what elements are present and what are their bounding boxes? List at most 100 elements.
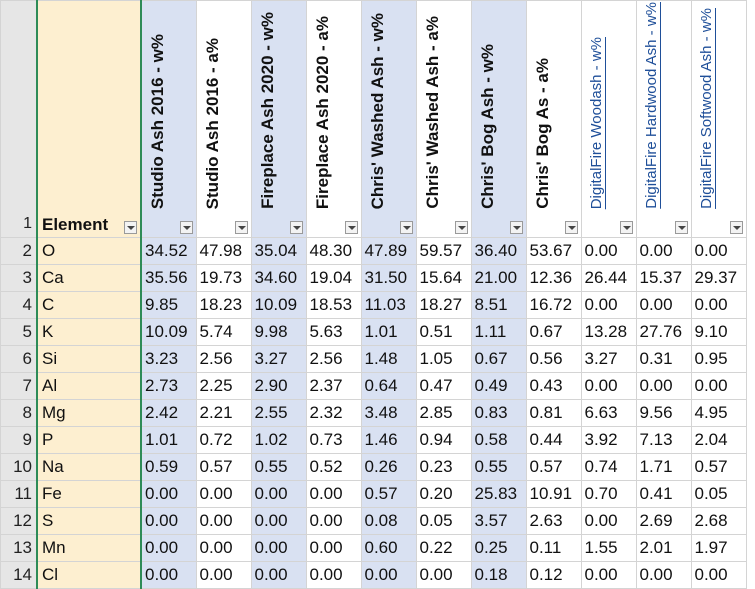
row-number[interactable]: 11 [0, 480, 38, 508]
value-cell[interactable]: 0.67 [470, 345, 527, 373]
value-cell[interactable]: 2.32 [305, 399, 362, 427]
value-cell[interactable]: 29.37 [690, 264, 747, 292]
value-cell[interactable]: 0.81 [525, 399, 582, 427]
value-cell[interactable]: 1.01 [140, 426, 197, 454]
element-cell[interactable]: C [36, 291, 142, 319]
value-cell[interactable]: 31.50 [360, 264, 417, 292]
element-cell[interactable]: Ca [36, 264, 142, 292]
value-cell[interactable]: 0.59 [140, 453, 197, 481]
value-cell[interactable]: 0.08 [360, 507, 417, 535]
value-cell[interactable]: 1.05 [415, 345, 472, 373]
value-cell[interactable]: 9.85 [140, 291, 197, 319]
value-cell[interactable]: 0.20 [415, 480, 472, 508]
filter-dropdown-icon[interactable] [509, 221, 523, 234]
value-cell[interactable]: 0.00 [195, 507, 252, 535]
value-cell[interactable]: 3.27 [250, 345, 307, 373]
column-header-6[interactable]: Chris' Bog Ash - w% [470, 0, 527, 238]
value-cell[interactable]: 0.00 [580, 372, 637, 400]
value-cell[interactable]: 0.74 [580, 453, 637, 481]
value-cell[interactable]: 15.37 [635, 264, 692, 292]
value-cell[interactable]: 0.05 [415, 507, 472, 535]
column-header-10[interactable]: DigitalFire Softwood Ash - w% [690, 0, 747, 238]
value-cell[interactable]: 0.64 [360, 372, 417, 400]
value-cell[interactable]: 5.74 [195, 318, 252, 346]
column-header-link[interactable]: DigitalFire Hardwood Ash - w% [642, 2, 660, 209]
value-cell[interactable]: 0.00 [580, 507, 637, 535]
value-cell[interactable]: 0.00 [140, 480, 197, 508]
value-cell[interactable]: 18.53 [305, 291, 362, 319]
filter-dropdown-icon[interactable] [674, 221, 688, 234]
element-cell[interactable]: P [36, 426, 142, 454]
value-cell[interactable]: 1.46 [360, 426, 417, 454]
value-cell[interactable]: 12.36 [525, 264, 582, 292]
value-cell[interactable]: 0.55 [250, 453, 307, 481]
value-cell[interactable]: 18.23 [195, 291, 252, 319]
filter-dropdown-icon[interactable] [289, 221, 303, 234]
element-cell[interactable]: Mg [36, 399, 142, 427]
value-cell[interactable]: 0.00 [580, 237, 637, 265]
filter-dropdown-icon[interactable] [399, 221, 413, 234]
column-header-9[interactable]: DigitalFire Hardwood Ash - w% [635, 0, 692, 238]
value-cell[interactable]: 0.00 [690, 237, 747, 265]
row-number[interactable]: 4 [0, 291, 38, 319]
value-cell[interactable]: 2.85 [415, 399, 472, 427]
value-cell[interactable]: 15.64 [415, 264, 472, 292]
value-cell[interactable]: 2.55 [250, 399, 307, 427]
value-cell[interactable]: 0.00 [195, 534, 252, 562]
value-cell[interactable]: 2.56 [305, 345, 362, 373]
row-number[interactable]: 13 [0, 534, 38, 562]
value-cell[interactable]: 1.11 [470, 318, 527, 346]
row-number[interactable]: 8 [0, 399, 38, 427]
value-cell[interactable]: 27.76 [635, 318, 692, 346]
value-cell[interactable]: 5.63 [305, 318, 362, 346]
value-cell[interactable]: 10.09 [140, 318, 197, 346]
value-cell[interactable]: 0.00 [305, 480, 362, 508]
value-cell[interactable]: 0.52 [305, 453, 362, 481]
value-cell[interactable]: 0.23 [415, 453, 472, 481]
value-cell[interactable]: 0.00 [690, 372, 747, 400]
value-cell[interactable]: 0.05 [690, 480, 747, 508]
value-cell[interactable]: 1.55 [580, 534, 637, 562]
row-number[interactable]: 12 [0, 507, 38, 535]
value-cell[interactable]: 13.28 [580, 318, 637, 346]
value-cell[interactable]: 53.67 [525, 237, 582, 265]
value-cell[interactable]: 0.00 [140, 534, 197, 562]
value-cell[interactable]: 2.68 [690, 507, 747, 535]
value-cell[interactable]: 34.60 [250, 264, 307, 292]
value-cell[interactable]: 2.01 [635, 534, 692, 562]
value-cell[interactable]: 19.04 [305, 264, 362, 292]
value-cell[interactable]: 34.52 [140, 237, 197, 265]
value-cell[interactable]: 0.00 [580, 291, 637, 319]
value-cell[interactable]: 9.98 [250, 318, 307, 346]
value-cell[interactable]: 19.73 [195, 264, 252, 292]
value-cell[interactable]: 35.04 [250, 237, 307, 265]
filter-dropdown-icon[interactable] [564, 221, 578, 234]
column-header-link[interactable]: DigitalFire Woodash - w% [587, 36, 605, 209]
value-cell[interactable]: 0.67 [525, 318, 582, 346]
element-cell[interactable]: O [36, 237, 142, 265]
value-cell[interactable]: 0.00 [635, 291, 692, 319]
row-number[interactable]: 7 [0, 372, 38, 400]
value-cell[interactable]: 3.23 [140, 345, 197, 373]
value-cell[interactable]: 0.22 [415, 534, 472, 562]
value-cell[interactable]: 1.97 [690, 534, 747, 562]
value-cell[interactable]: 0.26 [360, 453, 417, 481]
value-cell[interactable]: 0.56 [525, 345, 582, 373]
value-cell[interactable]: 0.41 [635, 480, 692, 508]
value-cell[interactable]: 1.02 [250, 426, 307, 454]
value-cell[interactable]: 2.37 [305, 372, 362, 400]
value-cell[interactable]: 0.00 [195, 480, 252, 508]
value-cell[interactable]: 4.95 [690, 399, 747, 427]
row-number[interactable]: 6 [0, 345, 38, 373]
value-cell[interactable]: 0.00 [635, 372, 692, 400]
value-cell[interactable]: 0.00 [250, 480, 307, 508]
value-cell[interactable]: 3.57 [470, 507, 527, 535]
value-cell[interactable]: 3.92 [580, 426, 637, 454]
value-cell[interactable]: 25.83 [470, 480, 527, 508]
row-number[interactable]: 5 [0, 318, 38, 346]
value-cell[interactable]: 0.51 [415, 318, 472, 346]
value-cell[interactable]: 0.43 [525, 372, 582, 400]
value-cell[interactable]: 9.56 [635, 399, 692, 427]
element-cell[interactable]: Mn [36, 534, 142, 562]
column-header-0[interactable]: Studio Ash 2016 - w% [140, 0, 197, 238]
